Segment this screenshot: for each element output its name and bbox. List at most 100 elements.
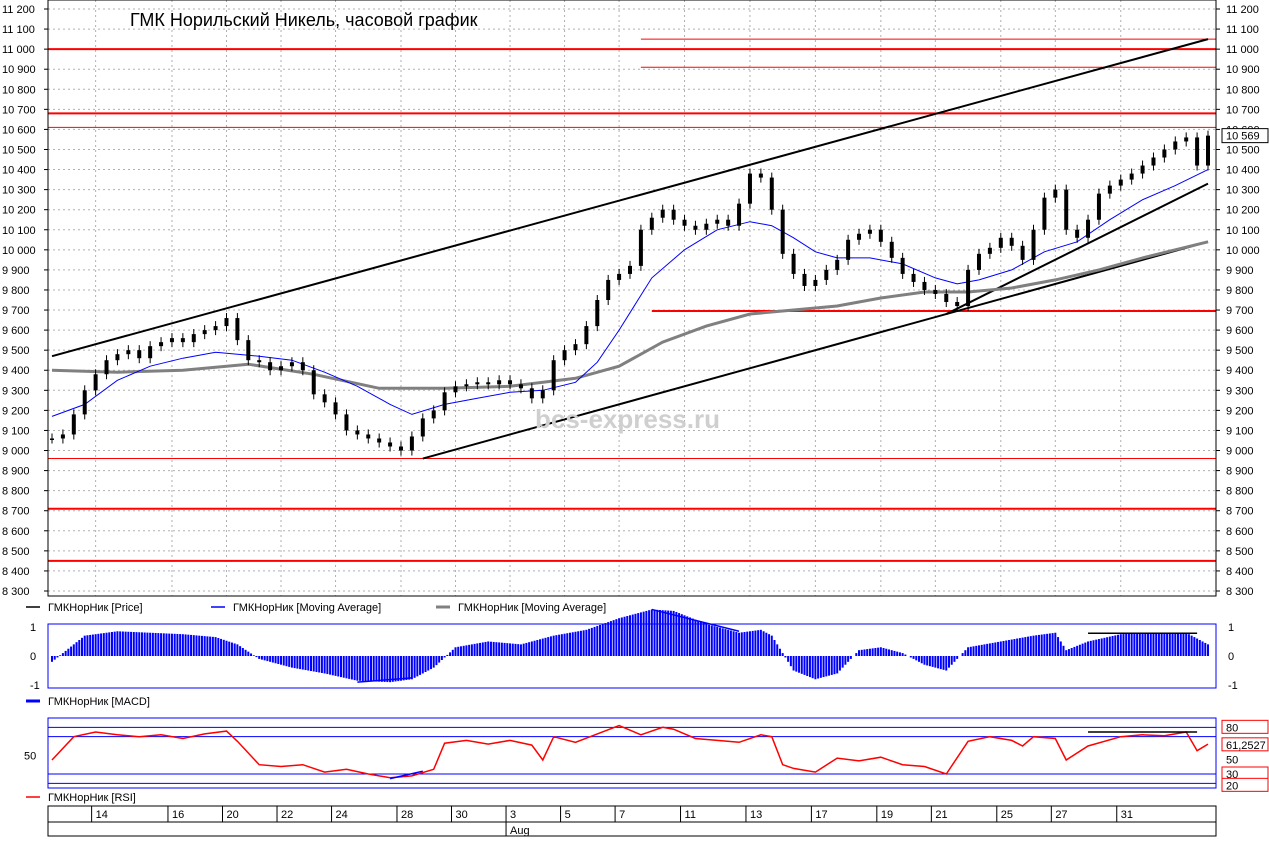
y-tick-left: 10 000 (2, 245, 36, 257)
y-tick-right: 8 800 (1226, 486, 1254, 498)
y-tick-left: 10 400 (2, 165, 36, 177)
price-candle (987, 247, 992, 254)
y-tick-left: 8 500 (2, 546, 30, 558)
price-candle (824, 269, 829, 280)
price-candle (726, 219, 731, 226)
y-tick-right: 9 000 (1226, 446, 1254, 458)
x-tick-label: 25 (1001, 809, 1013, 821)
price-candle (279, 366, 284, 371)
price-candle (246, 340, 251, 361)
x-tick-label: 31 (1121, 809, 1133, 821)
price-candle (529, 388, 534, 399)
y-tick-right: 11 000 (1226, 44, 1259, 56)
y-tick-right: 11 200 (1226, 4, 1259, 16)
price-candle (1107, 185, 1112, 194)
price-candle (235, 318, 240, 341)
price-candle (366, 434, 371, 439)
price-levels (48, 38, 1216, 562)
price-candle (289, 362, 294, 367)
price-candle (409, 436, 414, 451)
y-tick-right: 9 800 (1226, 285, 1254, 297)
price-candle (562, 350, 567, 361)
price-candle (1075, 229, 1080, 238)
price-candle (442, 392, 447, 411)
y-tick-left: 10 800 (2, 84, 36, 96)
rsi-right-label-box (1221, 777, 1269, 792)
x-axis: 14 16 20 22 24 28 30 3 5 7 11 13 17 19 21 25 27 31 Aug (47, 805, 1217, 837)
price-candle (1086, 219, 1091, 238)
price-candle (1206, 135, 1210, 166)
rsi-right-label-box (1221, 719, 1269, 734)
price-candle (791, 253, 796, 274)
y-tick-left: 10 500 (2, 144, 36, 156)
price-candle (1031, 229, 1036, 260)
y-tick-left: 9 400 (2, 365, 30, 377)
macd-tick-right: 0 (1228, 651, 1234, 663)
price-candle (1064, 189, 1069, 230)
price-candle (1195, 137, 1200, 166)
x-axis-frame (47, 805, 1217, 837)
x-tick-label: 30 (456, 809, 468, 821)
macd-tick-left: 0 (30, 651, 36, 663)
price-candle (737, 203, 742, 226)
macd-tick-right: -1 (1228, 680, 1238, 692)
price-candle (628, 265, 632, 274)
price-candle (758, 173, 763, 178)
rsi-right-label: 20 (1226, 780, 1238, 792)
price-candle (551, 360, 556, 391)
price-candle (638, 229, 643, 266)
price-candle (540, 390, 545, 399)
price-candle (518, 384, 523, 389)
x-tick-label: 21 (935, 809, 947, 821)
price-candle (573, 344, 578, 351)
price-candle (137, 350, 142, 359)
price-candle (486, 382, 491, 385)
rsi-right-label: 80 (1226, 722, 1238, 734)
y-tick-right: 8 900 (1226, 466, 1254, 478)
trendline (945, 182, 1209, 315)
macd-tick-left: -1 (30, 680, 40, 692)
y-tick-left: 8 400 (2, 566, 30, 578)
price-candle (180, 338, 185, 343)
macd-panel: -1 -1 0 0 1 1 ГМКНорНик [MACD] (26, 608, 1238, 708)
x-tick-label: 7 (619, 809, 625, 821)
price-candle (1140, 165, 1145, 174)
macd-divergence-line (357, 677, 412, 683)
price-candle (224, 318, 229, 327)
x-tick-label: 11 (685, 809, 696, 821)
price-candle (115, 354, 120, 361)
y-tick-left: 9 800 (2, 285, 30, 297)
price-candle (802, 273, 807, 286)
macd-tick-right: 1 (1228, 622, 1234, 634)
price-candle (1020, 245, 1025, 260)
price-candle (649, 217, 654, 230)
price-candle (82, 390, 87, 415)
price-candle (93, 374, 98, 391)
price-candle (846, 239, 851, 260)
price-candle (878, 229, 883, 242)
price-candle (1096, 193, 1101, 220)
y-tick-right: 9 900 (1226, 265, 1254, 277)
price-candle (431, 410, 436, 419)
price-candle (813, 279, 818, 286)
rsi-legend-label: ГМКНорНик [RSI] (48, 792, 136, 804)
legend-label: ГМКНорНик [Moving Average] (233, 602, 381, 614)
y-tick-right: 10 800 (1226, 84, 1260, 96)
price-candle (1129, 173, 1134, 180)
rsi-right-label-box (1222, 752, 1268, 766)
price-candle (704, 223, 709, 230)
price-candle (747, 173, 752, 204)
y-tick-right: 9 100 (1226, 425, 1254, 437)
price-candle (922, 281, 927, 290)
rsi-tick-left: 50 (24, 750, 36, 762)
price-candle (71, 414, 76, 435)
price-candle (475, 382, 480, 385)
y-tick-left: 10 300 (2, 185, 36, 197)
price-candle (322, 394, 327, 403)
price-candle (1162, 149, 1167, 158)
price-candle (355, 430, 360, 435)
y-tick-right: 10 200 (1226, 205, 1260, 217)
